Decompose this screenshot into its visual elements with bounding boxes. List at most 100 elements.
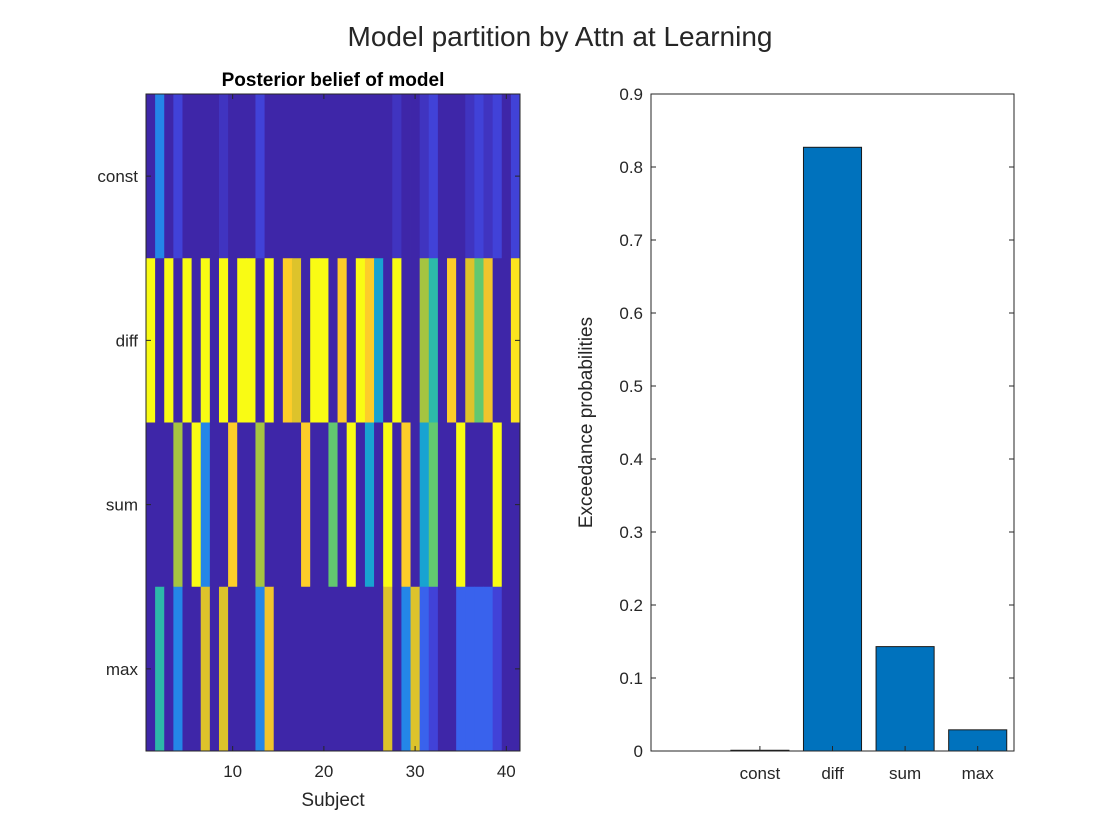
heatmap-cell [392,586,402,752]
heatmap-ticks: const diff sum max 10 20 30 40 [97,94,520,781]
heatmap-cell [155,94,165,259]
heatmap-cell [465,422,475,588]
heatmap-cell [483,586,494,752]
heatmap-cell [328,258,338,423]
heatmap-cell [364,258,375,423]
heatmap-cell [374,586,384,752]
heatmap-cell [492,422,503,588]
heatmap-cell [301,258,311,423]
heatmap-cell [164,258,174,423]
heatmap-cell [374,422,384,588]
heatmap-cell [273,258,284,423]
heatmap-cell [474,422,484,588]
heatmap-cell [282,258,293,423]
heatmap-cell [410,94,421,259]
heatmap-cell [364,586,375,752]
heatmap-row-label: sum [106,496,138,515]
heatmap-cell [237,422,247,588]
heatmap-cell [337,94,348,259]
heatmap-cell [200,422,211,588]
heatmap-cell [264,586,275,752]
heatmap-cell [319,586,329,752]
heatmap-cell [328,586,338,752]
bar-ytick-label: 0.1 [619,669,643,688]
heatmap-cell [282,422,293,588]
heatmap-cell [173,586,183,752]
heatmap-cell [355,586,366,752]
heatmap-cell [364,94,375,259]
heatmap-cell [492,586,503,752]
bar-ytick-label: 0.6 [619,304,643,323]
heatmap-cell [282,586,293,752]
heatmap-cell [246,586,256,752]
heatmap-cell [237,586,247,752]
heatmap-cell [456,94,466,259]
heatmap-cell [428,258,439,423]
heatmap-cell [501,94,512,259]
bar-ytick-label: 0.5 [619,377,643,396]
heatmap-cell [182,258,193,423]
heatmap-cell [346,586,357,752]
heatmap-cell [383,258,393,423]
heatmap-cell [273,422,284,588]
heatmap-cell [483,258,494,423]
figure-title: Model partition by Attn at Learning [348,21,773,52]
bar-frame [650,93,1015,752]
heatmap-axes: Posterior belief of model const diff sum ma… [97,70,521,811]
heatmap-cell [191,258,202,423]
bar-ytick-label: 0.3 [619,523,643,542]
heatmap-cell [246,422,256,588]
heatmap-cell [246,94,256,259]
bar-ylabel: Exceedance probabilities [576,317,597,528]
heatmap-cell [419,258,430,423]
heatmap-cell [291,94,302,259]
bar-ytick-label: 0 [634,742,643,761]
heatmap-cell [337,258,348,423]
heatmap-cell [483,422,494,588]
heatmap-cell [465,586,475,752]
heatmap-cell [456,422,466,588]
heatmap-cell [155,258,165,423]
heatmap-cell [374,94,384,259]
heatmap-cell [218,422,229,588]
heatmap-row-label: const [97,167,138,186]
heatmap-cell [264,258,275,423]
heatmap-xtick-label: 30 [406,762,425,781]
heatmap-cell [228,258,238,423]
heatmap-cell [483,94,494,259]
heatmap-frame [145,93,521,752]
heatmap-cell [182,94,193,259]
heatmap-cell [410,422,421,588]
heatmap-cell [447,422,457,588]
heatmap-cell [291,422,302,588]
heatmap-cell [173,94,183,259]
bar-xtick-label: sum [889,764,921,783]
heatmap-cell [228,422,238,588]
heatmap-cell [182,422,193,588]
heatmap-cell [319,94,329,259]
heatmap-cell [355,422,366,588]
bar-marks [730,146,1008,752]
heatmap-cell [301,422,311,588]
heatmap-cell [419,586,430,752]
heatmap-cell [310,94,320,259]
bar-diff [802,146,863,752]
heatmap-cell [447,94,457,259]
heatmap-cell [337,586,348,752]
heatmap-cell [191,586,202,752]
heatmap-cell [410,258,421,423]
heatmap-cell [337,422,348,588]
heatmap-cell [301,586,311,752]
heatmap-cell [209,258,220,423]
heatmap-cell [428,422,439,588]
heatmap-cell [492,258,503,423]
heatmap-cell [264,94,275,259]
heatmap-cell [437,422,448,588]
heatmap-cell [255,94,265,259]
bar-ytick-label: 0.7 [619,231,643,250]
heatmap-cell [364,422,375,588]
heatmap-cell [218,586,229,752]
heatmap-cell [456,586,466,752]
heatmap-cell [182,586,193,752]
